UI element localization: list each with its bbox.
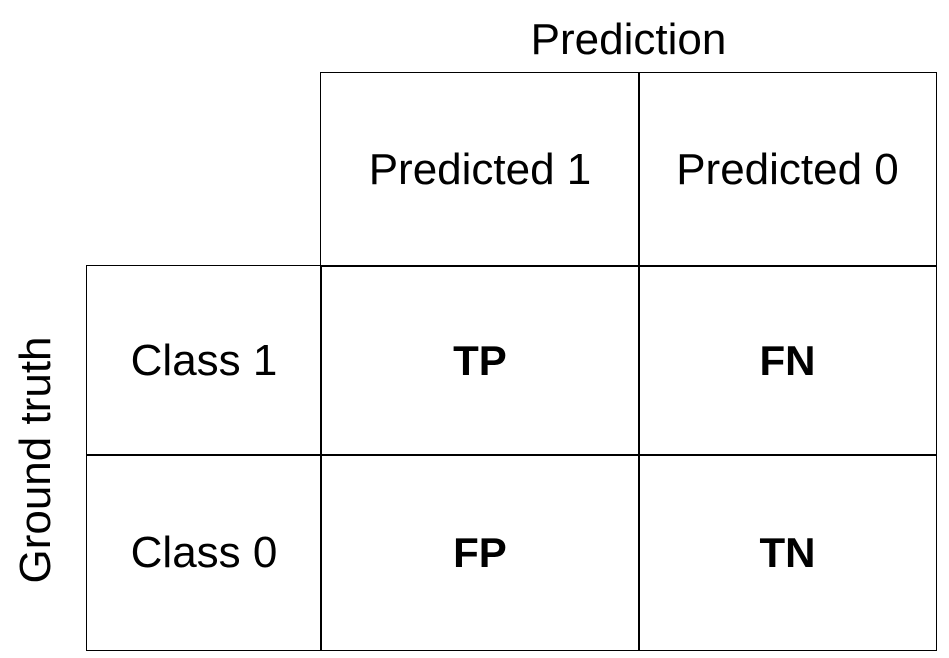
column-header-predicted-1: Predicted 1 xyxy=(320,72,640,267)
cell-false-negative: FN xyxy=(638,265,937,456)
row-header-class-1: Class 1 xyxy=(86,265,322,456)
column-header-predicted-0: Predicted 0 xyxy=(638,72,937,267)
ground-truth-axis-title: Ground truth xyxy=(11,336,60,584)
row-header-class-0: Class 0 xyxy=(86,454,322,651)
cell-true-positive: TP xyxy=(320,265,640,456)
prediction-axis-title: Prediction xyxy=(530,15,727,64)
cell-false-positive: FP xyxy=(320,454,640,651)
cell-true-negative: TN xyxy=(638,454,937,651)
